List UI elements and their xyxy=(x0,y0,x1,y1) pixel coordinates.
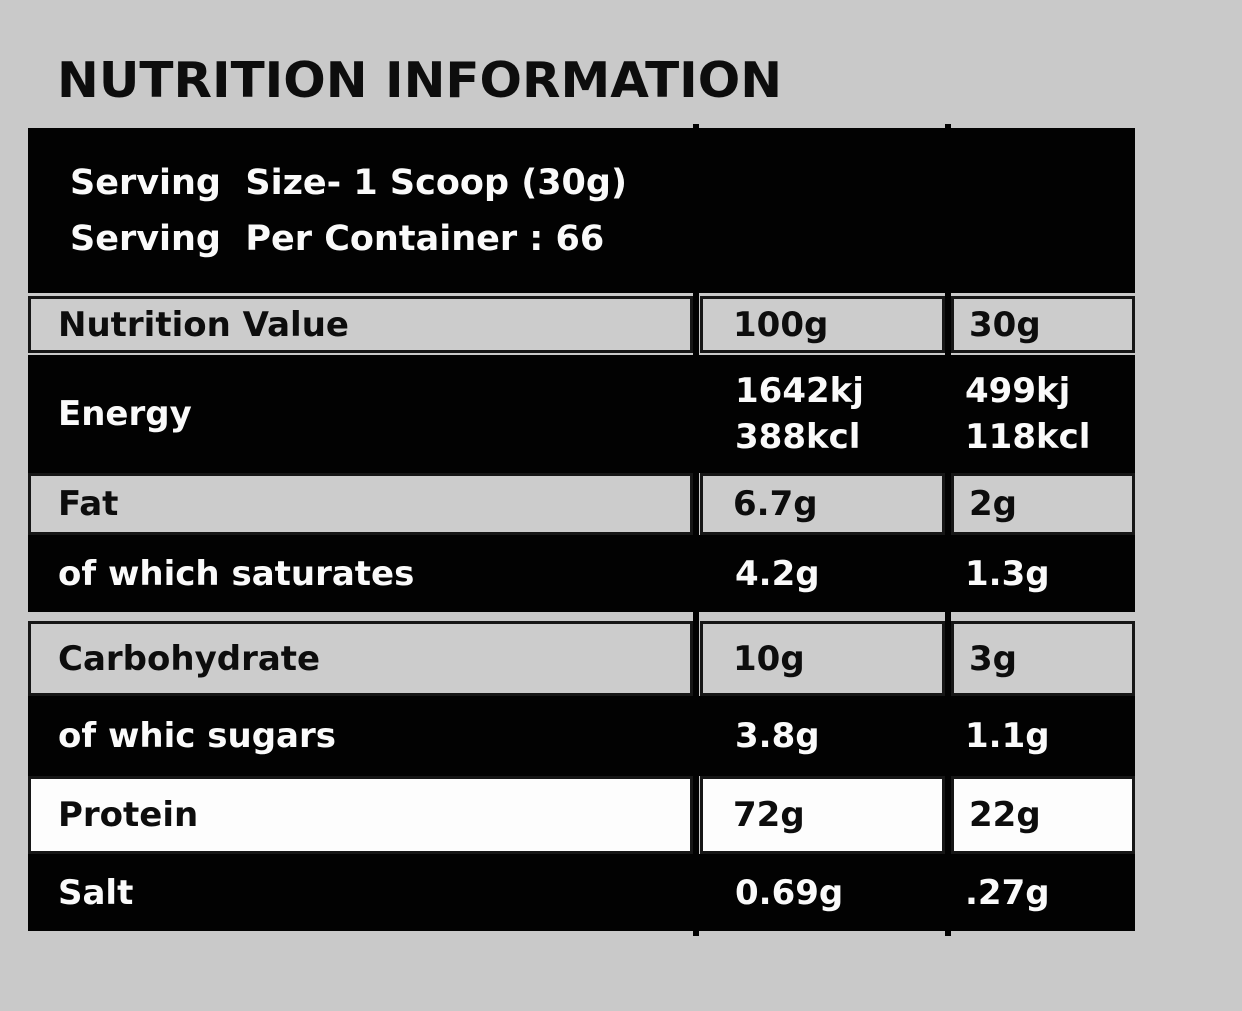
serving-info-box: Serving Size- 1 Scoop (30g) Serving Per … xyxy=(28,128,1135,293)
header-per-30g: 30g xyxy=(951,296,1135,353)
table-row-energy: Energy 1642kj 388kcl 499kj 118kcl xyxy=(28,355,1135,473)
sugars-value-100g: 3.8g xyxy=(735,716,820,756)
protein-value-30g: 22g xyxy=(951,776,1135,854)
fat-value-100g: 6.7g xyxy=(700,473,945,535)
column-divider-left xyxy=(693,124,699,936)
row-label-protein: Protein xyxy=(28,776,693,854)
energy-30g-kcl: 118kcl xyxy=(965,417,1091,457)
row-label-carbohydrate: Carbohydrate xyxy=(28,621,693,696)
sugars-value-30g: 1.1g xyxy=(965,716,1050,756)
header-nutrition-value: Nutrition Value xyxy=(28,296,693,353)
row-label-fat: Fat xyxy=(28,473,693,535)
table-row-saturates: of which saturates 4.2g 1.3g xyxy=(28,535,1135,612)
saturates-value-100g: 4.2g xyxy=(735,553,820,594)
row-label: of whic sugars xyxy=(58,716,336,756)
row-label: Salt xyxy=(58,872,134,913)
saturates-value-30g: 1.3g xyxy=(965,553,1050,594)
serving-size-line: Serving Size- 1 Scoop (30g) xyxy=(70,162,627,203)
carbohydrate-value-30g: 3g xyxy=(951,621,1135,696)
row-value-30g: 499kj 118kcl xyxy=(965,368,1090,460)
energy-100g-kcl: 388kcl xyxy=(735,417,861,457)
energy-100g-kj: 1642kj xyxy=(735,371,864,411)
salt-value-100g: 0.69g xyxy=(735,872,844,913)
protein-value-100g: 72g xyxy=(700,776,945,854)
carbohydrate-value-100g: 10g xyxy=(700,621,945,696)
table-row-sugars: of whic sugars 3.8g 1.1g xyxy=(28,696,1135,776)
row-label: Energy xyxy=(58,394,192,434)
fat-value-30g: 2g xyxy=(951,473,1135,535)
header-per-100g: 100g xyxy=(700,296,945,353)
salt-value-30g: .27g xyxy=(965,872,1050,913)
table-row-salt: Salt 0.69g .27g xyxy=(28,854,1135,931)
row-value-100g: 1642kj 388kcl xyxy=(735,368,864,460)
serving-per-container-line: Serving Per Container : 66 xyxy=(70,218,605,259)
column-divider-right xyxy=(945,124,951,936)
page-title: NUTRITION INFORMATION xyxy=(57,52,783,109)
energy-30g-kj: 499kj xyxy=(965,371,1071,411)
row-label: of which saturates xyxy=(58,553,415,594)
